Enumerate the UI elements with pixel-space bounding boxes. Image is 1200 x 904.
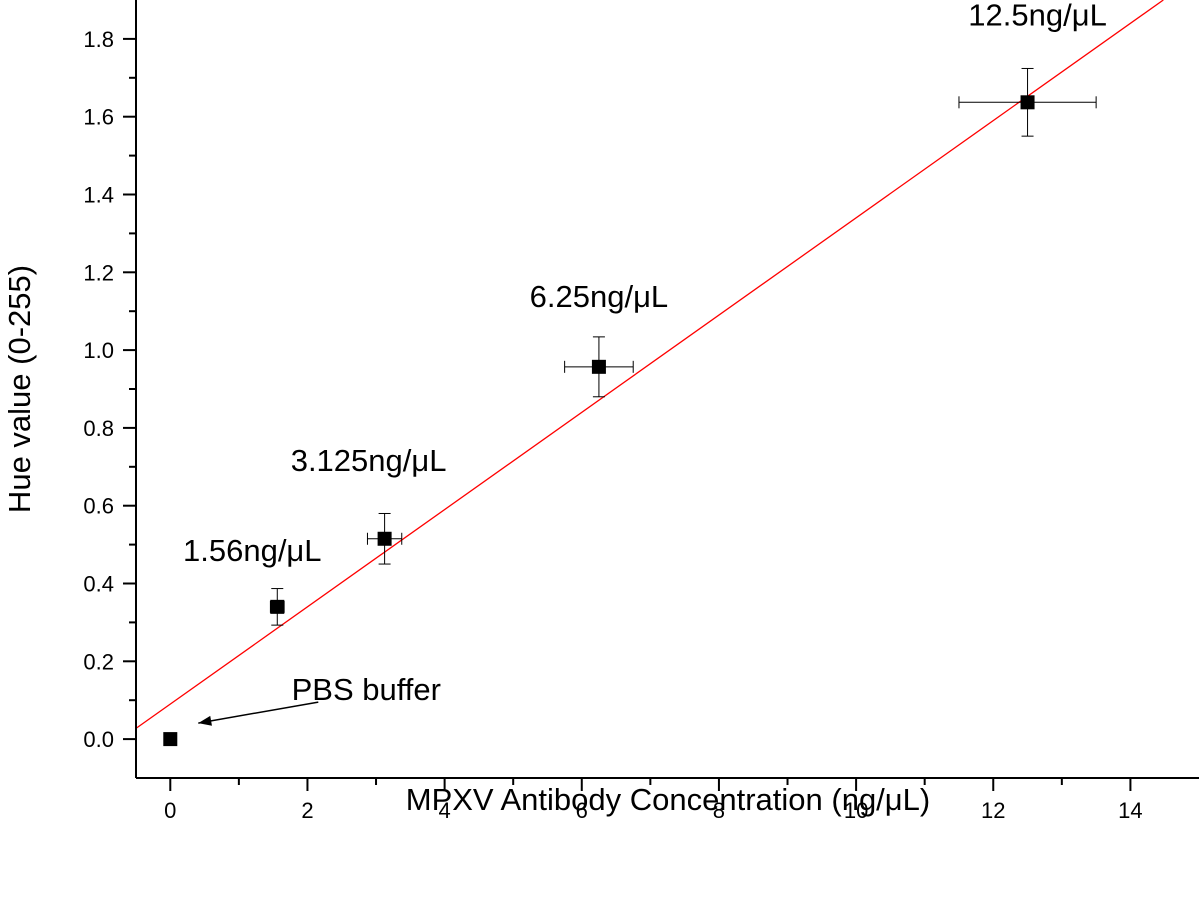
x-tick-label: 12 [981, 798, 1005, 823]
axes: 0 2 4 6 8 10 12 14 0.0 0.2 0.4 0.6 0.8 1.0 1.2 1.4 1.6 1.… [83, 0, 1199, 823]
annotation-arrow [198, 701, 319, 724]
fit-line [135, 0, 1164, 729]
x-axis-title: MPXV Antibody Concentration (ng/μL) [406, 782, 930, 817]
data-point-marker [163, 732, 178, 747]
data-point-marker [1020, 95, 1035, 110]
y-tick-label: 1.2 [83, 260, 114, 285]
data-point [958, 67, 1097, 137]
annotation-label: 1.56ng/μL [183, 533, 322, 568]
x-tick-label: 8 [713, 798, 725, 823]
annotation-label: 3.125ng/μL [291, 443, 447, 478]
data-point [366, 512, 403, 565]
data-point [564, 336, 634, 398]
data-point-marker [377, 531, 392, 546]
y-axis-title: Hue value (0-255) [2, 265, 37, 513]
x-tick-label: 4 [438, 798, 450, 823]
annotation-arrowhead [198, 715, 212, 726]
x-tick-label: 14 [1118, 798, 1142, 823]
y-tick-label: 1.4 [83, 183, 114, 208]
x-tick-label: 2 [301, 798, 313, 823]
x-tick-label: 0 [164, 798, 176, 823]
y-tick-label: 1.6 [83, 105, 114, 130]
annotation-label: 12.5ng/μL [968, 0, 1107, 32]
fit-line-layer [135, 0, 1164, 729]
y-tick-label: 0.2 [83, 649, 114, 674]
data-point-marker [270, 599, 285, 614]
data-point [163, 732, 178, 747]
annotation-label: PBS buffer [292, 672, 441, 707]
y-tick-label: 0.0 [83, 727, 114, 752]
x-tick-label: 6 [576, 798, 588, 823]
y-tick-label: 0.4 [83, 572, 114, 597]
annotations: 12.5ng/μL 6.25ng/μL 3.125ng/μL 1.56ng/μL PBS… [183, 0, 1107, 726]
data-points [163, 67, 1097, 747]
y-tick-label: 0.6 [83, 494, 114, 519]
x-tick-label: 10 [844, 798, 868, 823]
data-point [269, 588, 285, 626]
annotation-label: 6.25ng/μL [530, 279, 669, 314]
y-tick-label: 1.8 [83, 27, 114, 52]
data-point-marker [591, 359, 606, 374]
y-tick-label: 1.0 [83, 338, 114, 363]
y-tick-label: 0.8 [83, 416, 114, 441]
